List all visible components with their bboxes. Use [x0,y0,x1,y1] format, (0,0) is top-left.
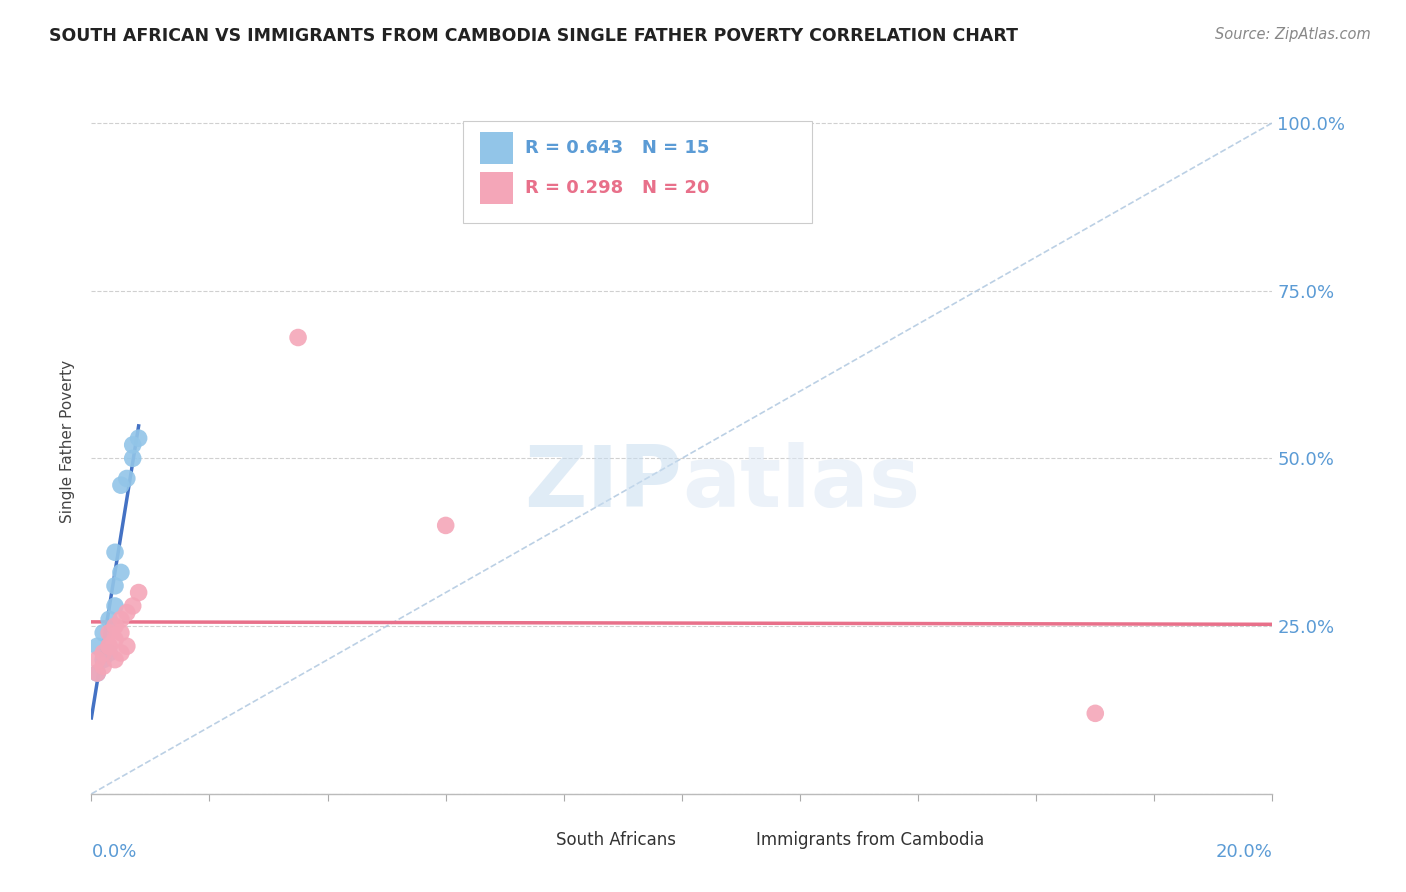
FancyBboxPatch shape [479,172,513,203]
Point [98,646,121,660]
Point [110,646,132,660]
Point [104,545,127,559]
Point [104,653,127,667]
FancyBboxPatch shape [523,828,548,852]
Point [91,646,114,660]
Point [104,599,127,613]
Point [91,625,114,640]
Text: R = 0.298   N = 20: R = 0.298 N = 20 [524,179,710,197]
Point [110,612,132,626]
Text: Source: ZipAtlas.com: Source: ZipAtlas.com [1215,27,1371,42]
Point [91,653,114,667]
Point [121,451,143,466]
Point [98,639,121,653]
Point [98,612,121,626]
Point [115,639,138,653]
Text: 20.0%: 20.0% [1216,843,1272,861]
FancyBboxPatch shape [479,132,513,163]
Point [128,585,150,599]
Point [104,619,127,633]
Text: atlas: atlas [682,442,920,525]
Point [91,659,114,673]
Point [98,625,121,640]
Point [434,518,457,533]
Point [86,666,108,681]
Point [115,471,138,485]
Point [121,599,143,613]
FancyBboxPatch shape [464,121,811,223]
Point [86,653,108,667]
Point [110,625,132,640]
Point [104,632,127,647]
Point [287,330,309,344]
Text: SOUTH AFRICAN VS IMMIGRANTS FROM CAMBODIA SINGLE FATHER POVERTY CORRELATION CHAR: SOUTH AFRICAN VS IMMIGRANTS FROM CAMBODI… [49,27,1018,45]
Point [115,606,138,620]
Y-axis label: Single Father Poverty: Single Father Poverty [60,360,76,523]
FancyBboxPatch shape [723,828,749,852]
Point [128,431,150,445]
Point [86,639,108,653]
Text: R = 0.643   N = 15: R = 0.643 N = 15 [524,138,709,157]
Point [110,566,132,580]
Text: South Africans: South Africans [555,830,675,848]
Text: Immigrants from Cambodia: Immigrants from Cambodia [756,830,984,848]
Text: 0.0%: 0.0% [91,843,136,861]
Text: ZIP: ZIP [524,442,682,525]
Point [110,478,132,492]
Point [98,639,121,653]
Point [121,438,143,452]
Point [86,666,108,681]
Point [1084,706,1107,721]
Point [104,579,127,593]
